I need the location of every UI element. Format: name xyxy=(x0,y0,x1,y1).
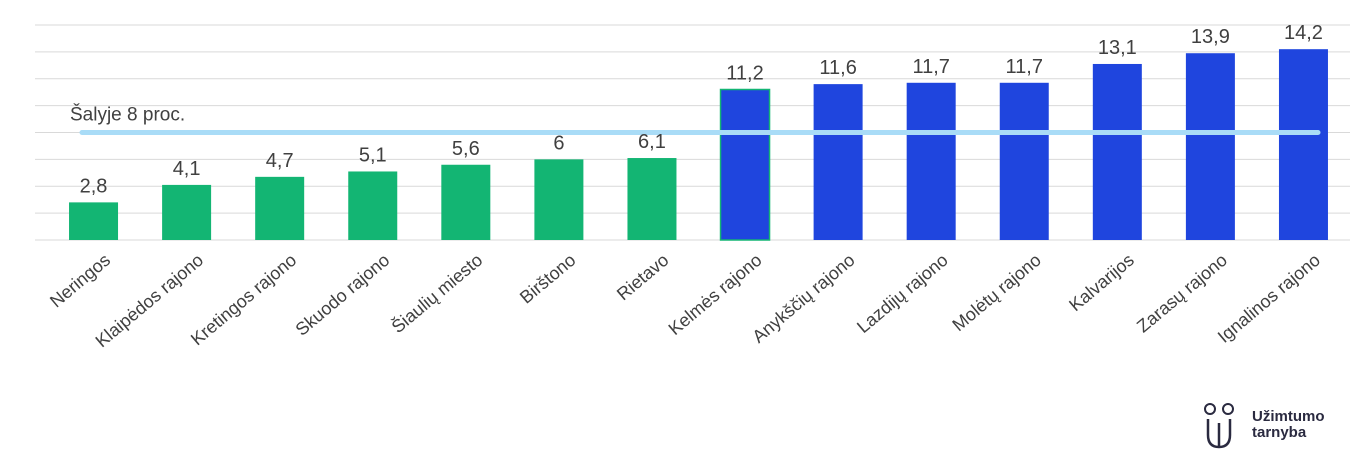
logo-text-line1: Užimtumo xyxy=(1252,408,1325,425)
data-label: 11,2 xyxy=(726,63,763,85)
data-label: 6,1 xyxy=(638,131,666,153)
data-label: 5,1 xyxy=(359,144,387,166)
bars xyxy=(69,49,1328,241)
data-label: 13,1 xyxy=(1098,37,1137,59)
data-label: 2,8 xyxy=(80,175,108,197)
data-label: 11,7 xyxy=(912,56,949,78)
bar xyxy=(999,82,1049,240)
bar xyxy=(1278,49,1328,240)
category-label: Kelmės rajono xyxy=(665,250,766,339)
category-label: Rietavo xyxy=(613,250,673,305)
bar xyxy=(906,82,956,240)
data-label: 13,9 xyxy=(1191,26,1230,48)
logo-icon xyxy=(1204,403,1234,449)
uzimtumo-tarnyba-logo: Užimtumo tarnyba xyxy=(1200,401,1350,451)
category-label: Molėtų rajono xyxy=(948,250,1044,335)
category-label: Ignalinos rajono xyxy=(1214,250,1324,347)
data-label: 11,7 xyxy=(1006,56,1043,78)
reference-line-group: Šalyje 8 proc. xyxy=(70,104,1321,135)
data-label: 14,2 xyxy=(1284,22,1323,44)
category-label: Šiaulių miesto xyxy=(387,249,486,337)
value-labels: 2,8 4,1 4,7 5,1 5,6 6 6,1 11,2 11,6 11,7 11,7 13,1 1… xyxy=(80,22,1323,197)
category-label: Birštono xyxy=(516,250,579,308)
category-label: Kalvarijos xyxy=(1065,250,1138,315)
bar xyxy=(627,158,677,240)
data-label: 5,6 xyxy=(452,138,480,160)
bar xyxy=(441,164,491,240)
category-label: Skuodo rajono xyxy=(292,250,394,340)
bar xyxy=(162,184,212,240)
category-label: Zarasų rajono xyxy=(1133,250,1231,337)
bar xyxy=(719,88,771,241)
bar xyxy=(69,202,119,240)
category-label: Lazdijų rajono xyxy=(853,250,952,337)
data-label: 6 xyxy=(553,132,564,154)
category-label: Anykščių rajono xyxy=(748,250,858,347)
bar xyxy=(1092,63,1142,240)
logo-text-line2: tarnyba xyxy=(1252,424,1307,441)
data-label: 4,1 xyxy=(173,158,201,180)
data-label: 4,7 xyxy=(266,150,294,172)
bar xyxy=(813,84,863,240)
bar xyxy=(534,159,584,240)
bar xyxy=(255,176,305,240)
bar xyxy=(348,171,398,240)
reference-line-label: Šalyje 8 proc. xyxy=(70,104,185,126)
data-label: 11,6 xyxy=(819,57,856,79)
category-label: Neringos xyxy=(46,250,114,312)
bar xyxy=(1185,53,1235,240)
